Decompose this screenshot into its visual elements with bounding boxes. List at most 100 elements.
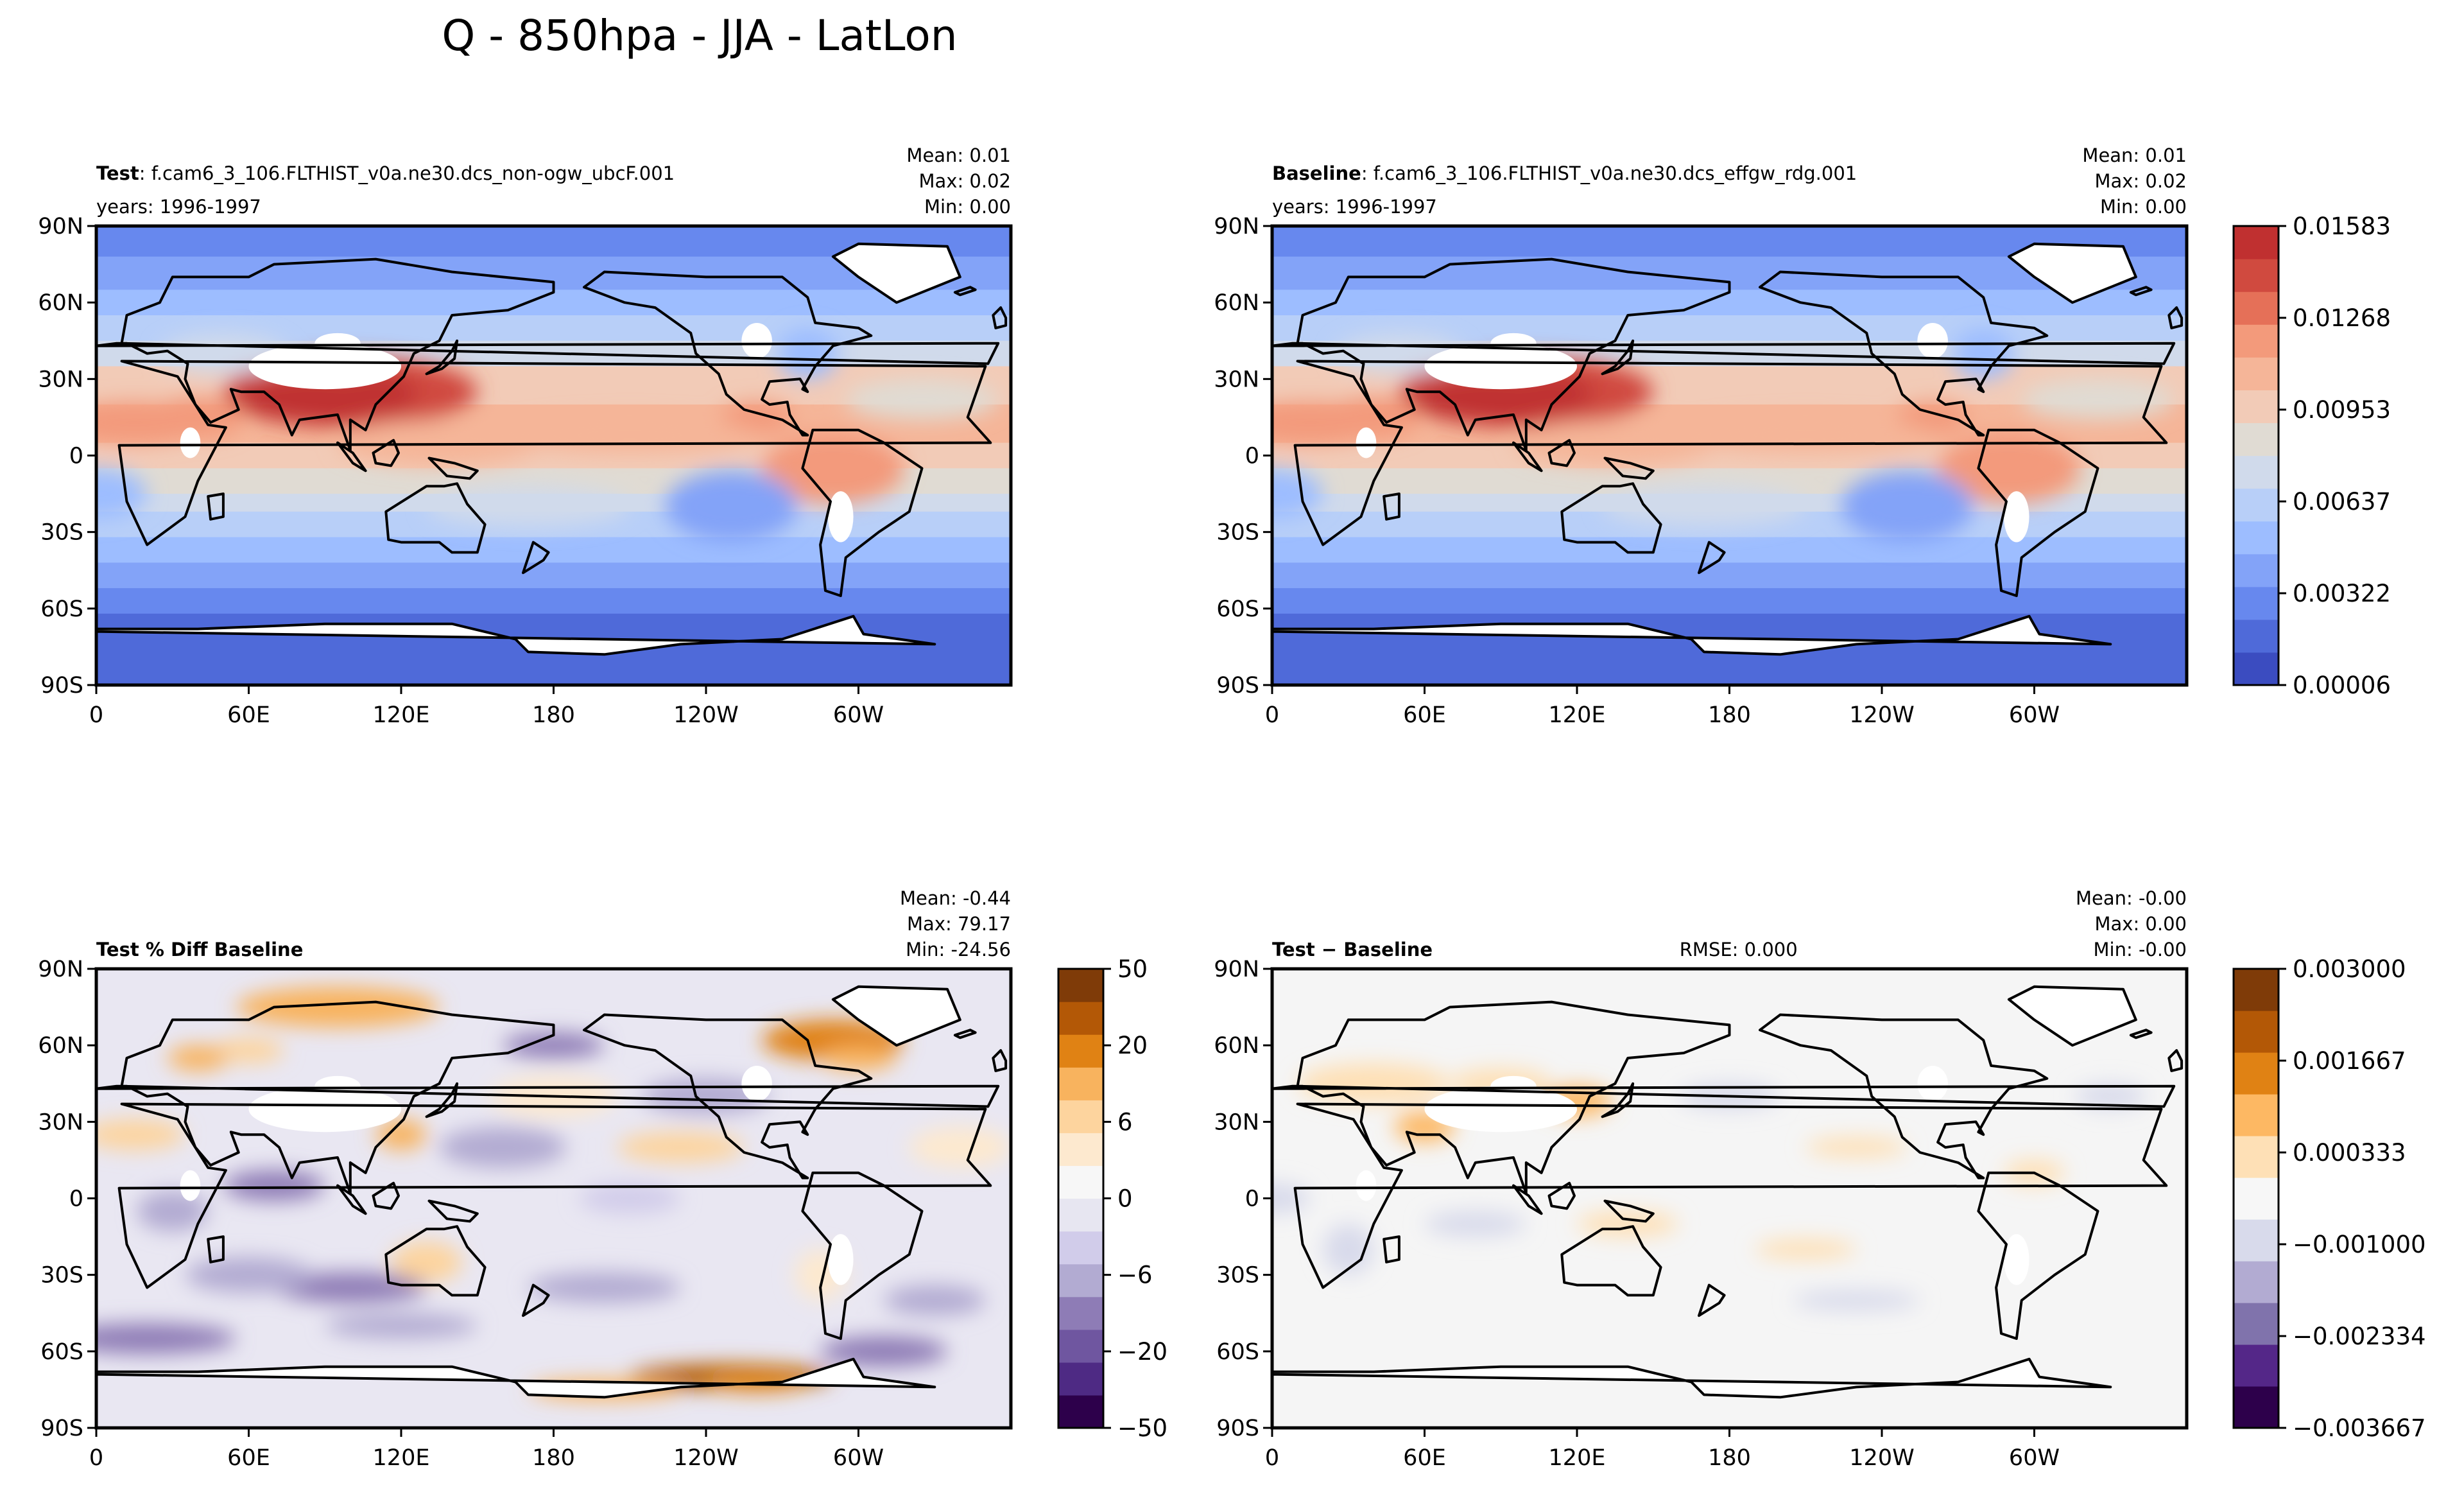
pct-blob-27 (579, 1183, 681, 1214)
pct-blob-17 (528, 1272, 681, 1303)
coastline-samerica (801, 428, 924, 597)
coastline-japan (425, 1082, 459, 1118)
lat-tick-label: 90S (40, 1416, 83, 1441)
field-blob-9 (845, 379, 999, 420)
coastline-borneo (372, 1181, 400, 1210)
pct-colorbar-label: 6 (1117, 1108, 1133, 1136)
lat-tick-label: 30S (40, 1263, 83, 1289)
field-colorbar-swatch-4 (2234, 521, 2279, 555)
diff-colorbar-label: 0.000333 (2293, 1139, 2406, 1167)
coastline-samerica (1977, 428, 2099, 597)
panel-stat: Min: 0.00 (924, 196, 1011, 218)
coastline-uk (2167, 1049, 2184, 1072)
pct-colorbar-swatch-8 (1058, 1133, 1103, 1167)
coastlines (1272, 985, 2184, 1428)
coastline-iceland (953, 286, 977, 297)
diff-colorbar-swatch-7 (2234, 1094, 2279, 1136)
coastline-australia (384, 1225, 487, 1297)
field-colorbar-label: 0.01583 (2293, 213, 2391, 240)
missing-data-2 (1917, 1065, 1948, 1102)
diff-colorbar-label: −0.003667 (2293, 1414, 2426, 1442)
field-band-11 (1272, 537, 2187, 564)
pct-blob-12 (909, 1127, 1011, 1168)
missing-data-0 (1424, 1086, 1577, 1133)
field-colorbar-swatch-5 (2234, 488, 2279, 522)
map-field (1272, 226, 2187, 685)
field-blob-11 (96, 468, 148, 519)
lat-tick-label: 30N (38, 367, 83, 392)
coastline-antarctica (1272, 614, 2112, 685)
map-field-layer (1272, 969, 2187, 1428)
coastline-greenland (2007, 985, 2137, 1047)
panel-stat: Mean: 0.01 (2082, 144, 2187, 166)
pct-blob-10 (391, 1242, 462, 1283)
pct-blob-25 (820, 1336, 948, 1367)
field-blob-7 (1513, 419, 1717, 466)
field-blob-12 (426, 486, 630, 527)
diff-blob-11 (1793, 1290, 1920, 1311)
lat-tick-label: 0 (69, 444, 83, 469)
missing-data-2 (1917, 322, 1948, 359)
coastline-iceland (2129, 286, 2153, 297)
panel-stat: Mean: -0.00 (2076, 887, 2187, 909)
missing-data-0 (248, 343, 401, 390)
missing-data-4 (1356, 1170, 1377, 1201)
diff-colorbar-swatch-3 (2234, 1261, 2279, 1303)
coastline-sumatra (336, 441, 367, 473)
coastline-australia (1560, 482, 1662, 554)
coastline-madagascar (1383, 1235, 1400, 1264)
lat-tick-label: 90N (1214, 957, 1259, 982)
missing-data-4 (180, 1170, 201, 1201)
lat-tick-label: 30S (1216, 520, 1259, 546)
panel-stat: Min: -24.56 (906, 939, 1011, 960)
coastline-iceland (2129, 1029, 2153, 1039)
lon-tick-label: 120W (1849, 1445, 1914, 1471)
pct-colorbar-swatch-10 (1058, 1067, 1103, 1100)
lat-tick-label: 60N (1214, 290, 1259, 316)
pct-colorbar-label: 50 (1117, 955, 1148, 983)
coastline-japan (1601, 1082, 1635, 1118)
coastline-newzealand (1698, 1283, 1726, 1317)
field-blob-13 (1952, 327, 2014, 379)
panel-stat: Max: 0.02 (2094, 170, 2187, 192)
diff-blob-4 (1805, 1137, 1908, 1158)
coastline-newguinea (1603, 456, 1655, 480)
field-blob-5 (1938, 432, 2080, 504)
panel-label-bold: Test (96, 162, 139, 184)
coastline-iceland (953, 1029, 977, 1039)
panel-years: years: 1996-1997 (1272, 196, 1437, 218)
lon-tick-label: 180 (532, 702, 575, 728)
lon-tick-label: 60E (1403, 702, 1446, 728)
lon-tick-label: 120E (373, 1445, 430, 1471)
map-field-layer (1272, 226, 2187, 685)
lon-tick-label: 60W (2009, 1445, 2060, 1471)
pct-blob-4 (820, 1045, 897, 1071)
missing-data-2 (741, 1065, 772, 1102)
field-blob-11 (1272, 468, 1323, 519)
pct-colorbar-label: 20 (1117, 1032, 1148, 1059)
field-colorbar-swatch-8 (2234, 390, 2279, 424)
diff-blob-0 (1297, 1063, 1451, 1104)
panel-label-bold: Test − Baseline (1272, 939, 1433, 960)
diff-colorbar-swatch-6 (2234, 1136, 2279, 1178)
coastline-madagascar (207, 492, 225, 521)
diff-blob-8 (1272, 1183, 1311, 1214)
lon-tick-label: 0 (1265, 1445, 1279, 1471)
coastline-borneo (372, 439, 400, 467)
diff-colorbar-label: −0.001000 (2293, 1231, 2426, 1258)
coastline-africa (1293, 1102, 2168, 1289)
coastline-eurasia (1272, 1000, 2176, 1195)
figure-title: Q - 850hpa - JJA - LatLon (442, 11, 957, 60)
diff-blob-5 (1577, 1211, 1679, 1237)
coastline-madagascar (1383, 492, 1400, 521)
coastline-eurasia (96, 1000, 1000, 1195)
coastline-newzealand (522, 1283, 550, 1317)
coastline-greenland (831, 985, 961, 1047)
diff-colorbar-swatch-4 (2234, 1219, 2279, 1262)
lon-tick-label: 120E (1549, 1445, 1606, 1471)
field-band-13 (96, 588, 1011, 614)
pct-colorbar-swatch-11 (1058, 1034, 1103, 1068)
diff-colorbar-label: 0.003000 (2293, 955, 2406, 983)
coastline-greenland (2007, 242, 2137, 304)
diff-blob-12 (2074, 1083, 2146, 1109)
